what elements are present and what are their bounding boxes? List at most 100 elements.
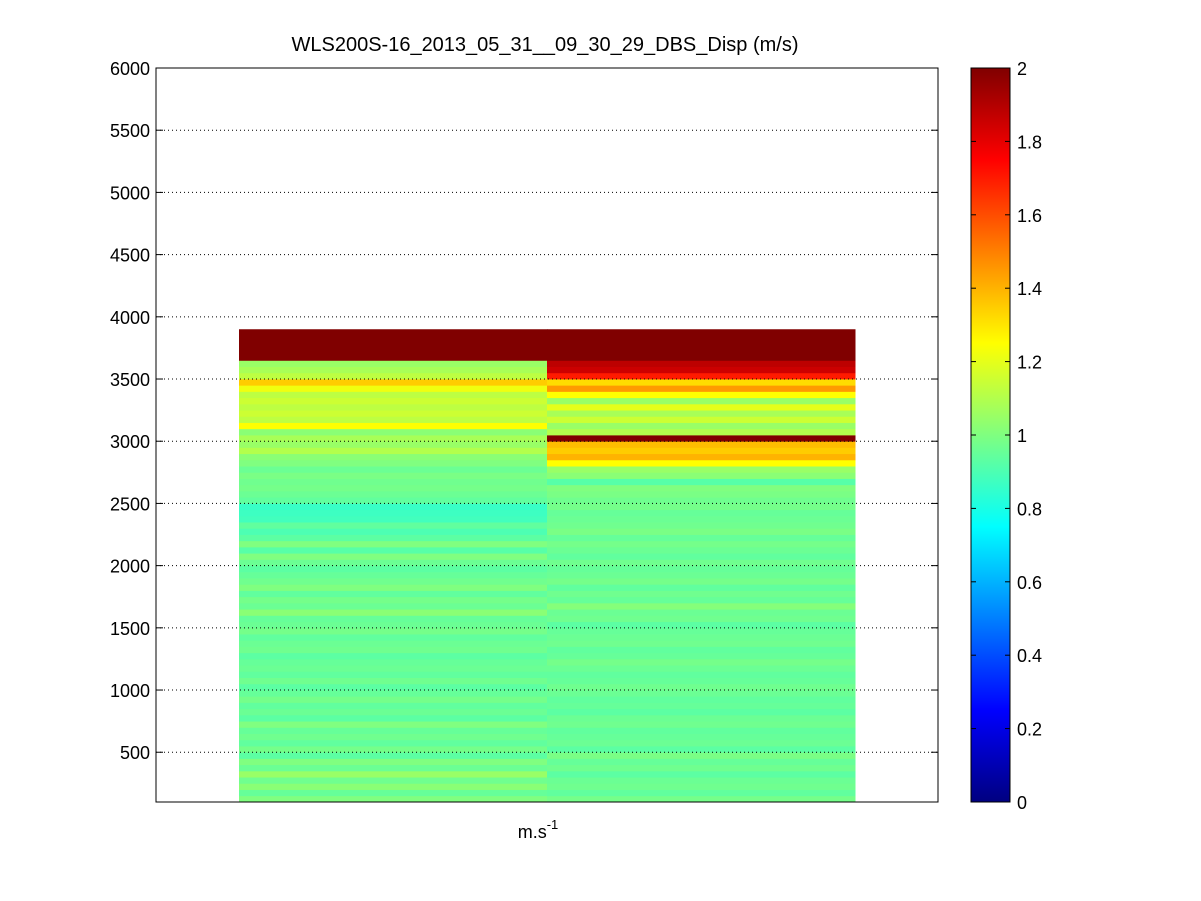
heatmap-cell <box>239 341 548 349</box>
heatmap-cell <box>547 391 856 399</box>
heatmap-cell <box>239 721 548 728</box>
heatmap-cell <box>547 634 856 641</box>
heatmap-cell <box>239 385 548 392</box>
heatmap-cell <box>547 677 856 685</box>
colorbar-tick-label: 0.6 <box>1017 573 1042 593</box>
heatmap-cell <box>547 410 856 417</box>
heatmap-cell <box>239 435 548 442</box>
heatmap-cell <box>547 733 856 741</box>
heatmap-cell <box>239 540 548 548</box>
heatmap-cell <box>547 397 856 405</box>
colorbar-tick-label: 1.4 <box>1017 279 1042 299</box>
heatmap-cell <box>547 690 856 697</box>
heatmap-cell <box>547 609 856 616</box>
colorbar-tick-label: 1 <box>1017 426 1027 446</box>
heatmap-cell <box>547 453 856 461</box>
heatmap-cell <box>239 596 548 604</box>
heatmap-cell <box>547 347 856 355</box>
y-tick-label: 500 <box>120 743 150 763</box>
heatmap-cell <box>547 602 856 610</box>
heatmap-cell <box>547 615 856 623</box>
heatmap-cell <box>239 783 548 790</box>
colorbar-tick-label: 0 <box>1017 793 1027 813</box>
heatmap-cells <box>239 329 856 803</box>
heatmap-cell <box>239 534 548 542</box>
heatmap-cell <box>547 565 856 573</box>
heatmap-cell <box>547 528 856 535</box>
heatmap-cell <box>547 472 856 479</box>
heatmap-cell <box>547 746 856 753</box>
heatmap-cell <box>547 783 856 790</box>
heatmap-cell <box>239 578 548 585</box>
colorbar-tick-label: 0.8 <box>1017 499 1042 519</box>
heatmap-cell <box>239 515 548 523</box>
heatmap-cell <box>239 739 548 747</box>
heatmap-cell <box>547 584 856 591</box>
heatmap-cell <box>547 534 856 542</box>
heatmap-cell <box>239 665 548 672</box>
heatmap-cell <box>239 354 548 361</box>
heatmap-cell <box>239 671 548 678</box>
heatmap-cell <box>547 447 856 455</box>
heatmap-cell <box>547 497 856 504</box>
heatmap-cell <box>547 571 856 579</box>
colorbar-tick-label: 1.6 <box>1017 206 1042 226</box>
heatmap-cell <box>239 764 548 772</box>
heatmap-cell <box>547 366 856 374</box>
heatmap-cell <box>239 758 548 766</box>
y-tick-label: 4500 <box>110 246 150 266</box>
colorbar-tick-label: 1.8 <box>1017 132 1042 152</box>
heatmap-cell <box>239 683 548 691</box>
heatmap-cell <box>239 646 548 654</box>
heatmap-cell <box>547 683 856 691</box>
heatmap-cell <box>547 522 856 529</box>
heatmap-cell <box>239 347 548 355</box>
y-tick-label: 5000 <box>110 183 150 203</box>
heatmap-cell <box>547 329 856 336</box>
heatmap-cell <box>547 578 856 585</box>
heatmap-cell <box>547 484 856 492</box>
heatmap-cell <box>547 739 856 747</box>
heatmap-cell <box>239 652 548 660</box>
heatmap-cell <box>239 391 548 399</box>
heatmap-cell <box>547 671 856 678</box>
x-axis-label-base: m.s <box>518 822 547 842</box>
heatmap-cell <box>547 435 856 442</box>
heatmap-cell <box>547 428 856 436</box>
heatmap-cell <box>547 490 856 498</box>
heatmap-cell <box>239 379 548 386</box>
heatmap-cell <box>547 789 856 797</box>
heatmap-cell <box>239 410 548 417</box>
heatmap-cell <box>239 478 548 486</box>
heatmap-cell <box>239 366 548 374</box>
heatmap-cell <box>239 422 548 430</box>
heatmap-cell <box>239 565 548 573</box>
heatmap-cell <box>239 634 548 641</box>
heatmap-cell <box>547 764 856 772</box>
heatmap-cell <box>239 714 548 722</box>
heatmap-cell <box>547 770 856 778</box>
heatmap-cell <box>239 602 548 610</box>
heatmap-cell <box>239 416 548 423</box>
y-tick-label: 2500 <box>110 494 150 514</box>
plot-frame <box>155 67 939 803</box>
heatmap-cell <box>239 702 548 710</box>
heatmap-cell <box>547 777 856 784</box>
heatmap-cell <box>239 441 548 448</box>
heatmap-cell <box>547 403 856 411</box>
heatmap-cell <box>239 640 548 647</box>
heatmap-cell <box>547 379 856 386</box>
chart-title: WLS200S-16_2013_05_31__09_30_29_DBS_Disp… <box>291 34 798 56</box>
heatmap-cell <box>239 522 548 529</box>
heatmap-cell <box>239 472 548 479</box>
heatmap-cell <box>239 397 548 405</box>
heatmap-cell <box>239 484 548 492</box>
heatmap-cell <box>547 515 856 523</box>
heatmap-cell <box>547 372 856 380</box>
heatmap-cell <box>547 696 856 703</box>
y-tick-label: 2000 <box>110 557 150 577</box>
heatmap-cell <box>239 733 548 741</box>
heatmap-cell <box>547 360 856 367</box>
heatmap-cell <box>239 453 548 461</box>
